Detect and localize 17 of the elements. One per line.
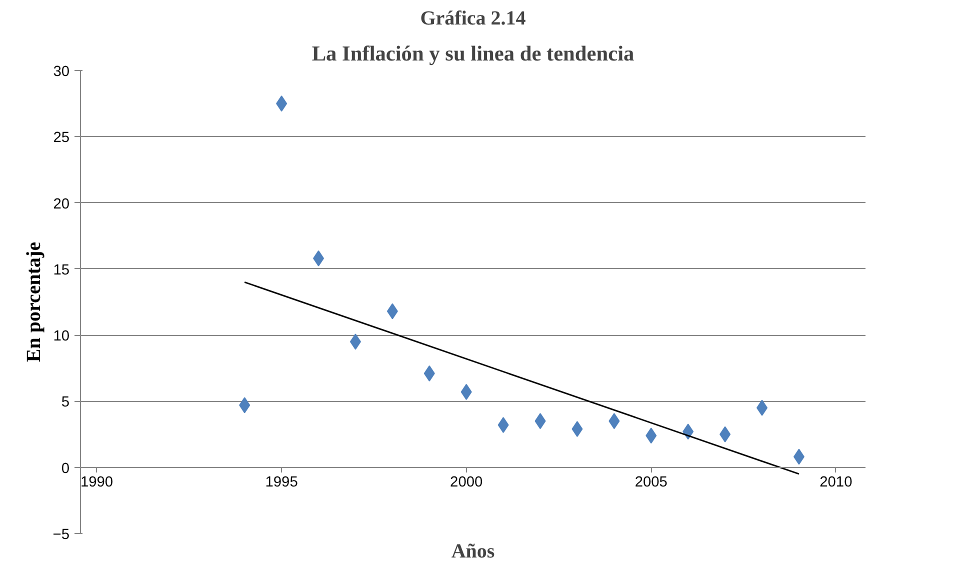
- x-tick-label: 2005: [634, 474, 668, 490]
- y-tick-label: 10: [53, 328, 70, 345]
- x-tick-label: 2010: [820, 474, 852, 490]
- y-axis-title: En porcentaje: [22, 242, 45, 362]
- x-axis-title: Años: [451, 540, 495, 562]
- y-tick-label: −5: [52, 527, 70, 543]
- x-tick-label: 1995: [265, 474, 298, 490]
- y-tick-label: 20: [53, 196, 70, 212]
- y-tick-label: 15: [53, 262, 70, 278]
- chart-title: Gráfica 2.14: [420, 8, 526, 30]
- y-tick-label: 5: [61, 394, 70, 411]
- x-tick-label: 1990: [80, 474, 114, 490]
- y-tick-label: 25: [53, 130, 70, 146]
- y-tick-label: 30: [53, 64, 70, 80]
- x-tick-label: 2000: [450, 474, 483, 490]
- chart-subtitle: La Inflación y su linea de tendencia: [312, 42, 634, 66]
- y-tick-label: 0: [61, 460, 70, 477]
